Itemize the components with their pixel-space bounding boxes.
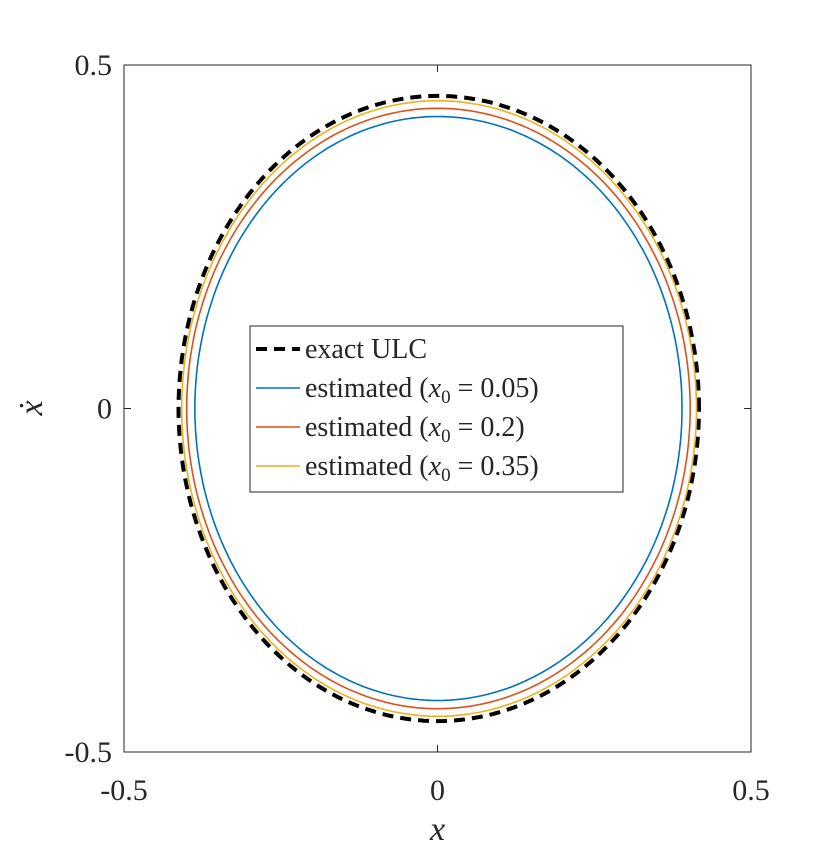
x-tick-label: 0 — [430, 774, 445, 807]
legend-box — [249, 325, 624, 493]
legend-label-estimated-x0-0-35: estimated (x0 = 0.35) — [305, 451, 539, 486]
series-estimated-x0-0-05 — [194, 115, 683, 702]
legend: exact ULC estimated (x0 = 0.05) estimated … — [249, 325, 624, 493]
y-tick-label: -0.5 — [65, 736, 113, 769]
series-estimated-x0-0-2 — [185, 107, 691, 710]
series-estimated-x0-0-35 — [180, 99, 698, 718]
legend-label-exact-ulc: exact ULC — [305, 334, 427, 365]
y-tick-label: 0 — [97, 393, 112, 426]
legend-label-estimated-x0-0-05: estimated (x0 = 0.05) — [305, 373, 539, 408]
legend-label-estimated-x0-0-2: estimated (x0 = 0.2) — [305, 412, 525, 447]
series-layer — [176, 93, 701, 724]
y-tick-label: 0.5 — [75, 49, 113, 82]
ticks-layer: -0.5 0 0.5 -0.5 0 0.5 — [65, 49, 770, 807]
x-tick-label: -0.5 — [100, 774, 148, 807]
series-exact-ulc — [176, 93, 701, 724]
x-axis-label: x — [429, 811, 445, 848]
y-axis-label: ẋ — [13, 400, 50, 416]
x-tick-label: 0.5 — [732, 774, 770, 807]
